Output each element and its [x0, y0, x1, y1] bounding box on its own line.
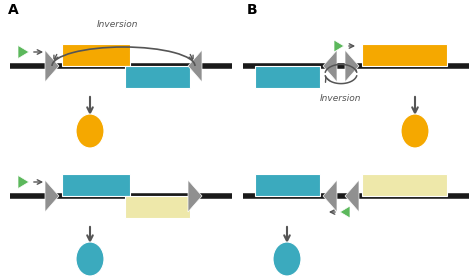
Polygon shape — [188, 180, 202, 212]
Ellipse shape — [76, 242, 104, 276]
Bar — [62, 44, 130, 66]
Polygon shape — [340, 206, 350, 218]
Bar — [255, 174, 320, 196]
Bar — [255, 66, 320, 88]
Bar — [62, 174, 130, 196]
Polygon shape — [18, 176, 29, 189]
Polygon shape — [334, 40, 344, 52]
Polygon shape — [45, 180, 59, 212]
Ellipse shape — [401, 114, 429, 148]
Ellipse shape — [273, 242, 301, 276]
Text: Inversion: Inversion — [320, 94, 362, 103]
Polygon shape — [345, 50, 359, 82]
Text: A: A — [8, 3, 19, 17]
Polygon shape — [188, 50, 202, 82]
Bar — [125, 196, 190, 218]
Text: Inversion: Inversion — [97, 20, 139, 29]
Bar — [362, 174, 447, 196]
Polygon shape — [323, 50, 337, 82]
Polygon shape — [45, 50, 59, 82]
Polygon shape — [345, 180, 359, 212]
Polygon shape — [323, 180, 337, 212]
Ellipse shape — [76, 114, 104, 148]
Polygon shape — [18, 45, 29, 59]
Bar — [125, 66, 190, 88]
Text: B: B — [247, 3, 258, 17]
Bar — [362, 44, 447, 66]
